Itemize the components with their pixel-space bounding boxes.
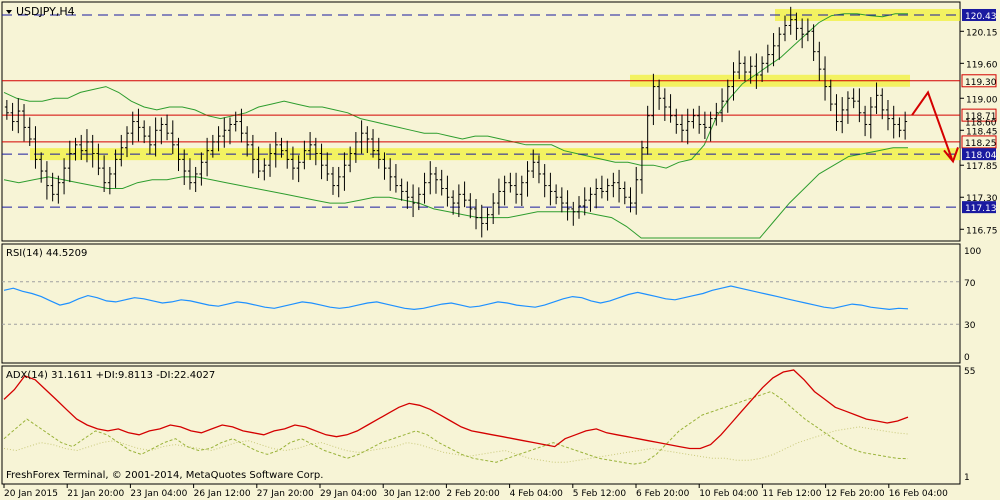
- bollinger-lower-line: [3, 147, 908, 239]
- level-label-box: [962, 8, 996, 21]
- level-label: 118.25: [965, 139, 997, 149]
- level-label: 118.71: [965, 112, 997, 122]
- rsi-panel-frame: [1, 243, 961, 364]
- time-tick-label: 4 Feb 04:00: [510, 489, 564, 499]
- level-price-labels: 120.43119.30118.71118.60118.25118.04117.…: [961, 8, 997, 214]
- price-bars: [4, 6, 908, 238]
- price-tick-label: 119.60: [966, 60, 998, 70]
- level-label-box: [962, 148, 996, 161]
- price-tick-label: 118.45: [966, 127, 998, 137]
- time-tick-label: 30 Jan 12:00: [383, 489, 440, 499]
- level-label-box: [961, 135, 997, 149]
- level-label: 117.13: [965, 204, 997, 214]
- copyright-text: FreshForex Terminal, © 2001-2014, MetaQu…: [6, 470, 323, 481]
- adx-tick-label: 55: [964, 367, 975, 377]
- time-tick-label: 12 Feb 20:00: [826, 489, 885, 499]
- time-tick-label: 21 Jan 20:00: [67, 489, 124, 499]
- main-panel-frame: [1, 1, 961, 242]
- price-tick-label: 117.85: [966, 162, 998, 172]
- rsi-tick-label: 0: [964, 353, 970, 363]
- time-tick-label: 2 Feb 20:00: [446, 489, 500, 499]
- bollinger-upper-line: [3, 13, 908, 169]
- level-label: 119.30: [965, 78, 997, 88]
- rsi-tick-label: 70: [964, 279, 976, 289]
- price-tick-label: 120.15: [966, 28, 998, 38]
- rsi-axis: 100 70 30 0: [964, 247, 981, 363]
- bollinger-bands: [3, 13, 908, 239]
- time-tick-label: 11 Feb 12:00: [762, 489, 821, 499]
- time-tick-label: 26 Jan 12:00: [194, 489, 251, 499]
- adx-title: ADX(14) 31.1611 +DI:9.8113 -DI:22.4027: [6, 370, 215, 381]
- rsi-panel: 100 70 30 0 RSI(14) 44.5209: [1, 243, 981, 364]
- forecast-arrow-head: [943, 147, 959, 164]
- level-zone: [30, 148, 960, 161]
- price-tick-label: 119.00: [966, 95, 998, 105]
- rsi-title: RSI(14) 44.5209: [6, 248, 87, 259]
- adx-panel-frame: [1, 365, 961, 485]
- level-label-box: [961, 74, 997, 88]
- adx-tick-label: 1: [964, 473, 970, 483]
- level-label: 118.04: [965, 151, 997, 161]
- triangle-down-icon[interactable]: [6, 10, 12, 14]
- time-tick-label: 20 Jan 2015: [4, 489, 58, 499]
- price-axis: 120.15 119.60 119.00 118.45 117.85 117.30 116.…: [960, 28, 998, 236]
- adx-panel: 55 1 ADX(14) 31.1611 +DI:9.8113 -DI:22.40…: [1, 365, 975, 485]
- minus-di-line: [3, 426, 909, 463]
- main-price-panel: 120.15 119.60 119.00 118.45 117.85 117.30 116.…: [1, 1, 998, 242]
- forecast-arrow: [911, 90, 959, 164]
- rsi-level-lines: [2, 281, 960, 325]
- time-tick-label: 5 Feb 12:00: [573, 489, 627, 499]
- time-tick-label: 16 Feb 04:00: [889, 489, 948, 499]
- level-label: 118.60: [965, 119, 997, 129]
- rsi-line: [3, 285, 909, 311]
- price-tick-label: 116.75: [966, 226, 998, 236]
- level-label: 120.43: [965, 12, 997, 22]
- rsi-tick-label: 100: [964, 247, 981, 257]
- time-tick-label: 27 Jan 20:00: [257, 489, 314, 499]
- price-tick-label: 117.30: [966, 194, 998, 204]
- time-tick-label: 10 Feb 04:00: [699, 489, 758, 499]
- time-tick-label: 29 Jan 04:00: [320, 489, 377, 499]
- symbol-title: USDJPY,H4: [16, 5, 75, 18]
- level-label-box: [961, 108, 997, 122]
- time-tick-label: 6 Feb 20:00: [636, 489, 690, 499]
- rsi-tick-label: 30: [964, 321, 976, 331]
- level-label-box: [962, 201, 996, 214]
- adx-axis: 55 1: [964, 367, 975, 483]
- forecast-arrow-path: [911, 90, 953, 160]
- time-axis: 20 Jan 2015 21 Jan 20:00 23 Jan 04:00 26 Ja…: [3, 484, 948, 499]
- adx-line: [3, 369, 909, 450]
- time-tick-label: 23 Jan 04:00: [130, 489, 187, 499]
